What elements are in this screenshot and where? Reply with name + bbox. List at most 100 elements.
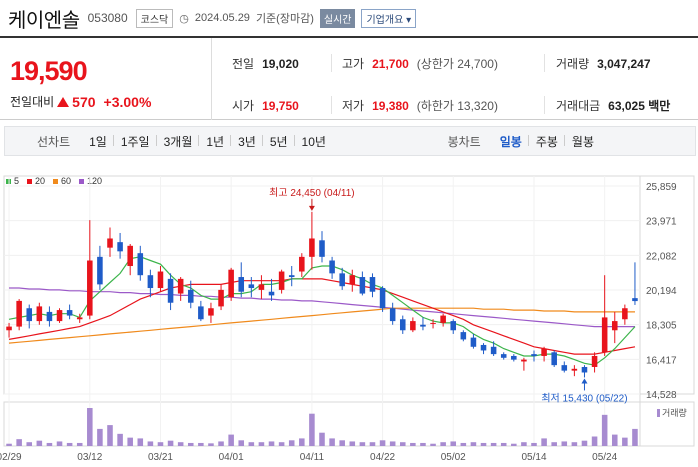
ma60-line xyxy=(8,307,635,344)
y-tick-label: 14,528 xyxy=(646,390,677,401)
chart-toolbar: 선차트 1일 1주일 3개월 1년 3년 5년 10년 봉차트 일봉 주봉 월봉 xyxy=(4,126,696,156)
volume-bar xyxy=(359,442,366,446)
y-tick-label: 20,194 xyxy=(646,286,677,297)
volume-bar xyxy=(117,433,123,446)
volume-bar xyxy=(26,442,33,446)
volume-bar xyxy=(440,442,446,446)
high-value: 21,700 xyxy=(372,56,409,71)
volume-bar xyxy=(470,442,477,446)
legend-label: 60 xyxy=(61,176,72,186)
candle-body xyxy=(470,337,477,347)
period-3y[interactable]: 3년 xyxy=(231,133,263,150)
high-arrow-head xyxy=(308,205,315,211)
up-triangle-icon xyxy=(57,96,70,107)
y-tick-label: 18,305 xyxy=(646,321,677,332)
candle-body xyxy=(399,319,406,331)
realtime-button[interactable]: 실시간 xyxy=(319,8,356,28)
company-info-dropdown[interactable]: 기업개요 ▾ xyxy=(361,8,417,28)
candle-body xyxy=(611,321,618,331)
legend-swatch xyxy=(79,178,85,184)
low-label: 저가 xyxy=(342,99,365,113)
divider xyxy=(331,54,332,72)
candle-body xyxy=(117,242,123,252)
period-1w[interactable]: 1주일 xyxy=(114,133,157,150)
period-10y[interactable]: 10년 xyxy=(301,134,326,149)
clock-icon: ◷ xyxy=(179,12,189,25)
y-tick-label: 22,082 xyxy=(646,251,677,262)
x-tick-label: 05/24 xyxy=(592,452,617,463)
candle-body xyxy=(137,253,144,276)
legend-ma120: 120 xyxy=(79,176,102,186)
candle-body xyxy=(268,291,275,296)
period-1d[interactable]: 1일 xyxy=(82,133,114,150)
candle-body xyxy=(46,311,53,322)
volume-bar xyxy=(622,437,628,446)
candle-body xyxy=(208,308,214,316)
chevron-down-icon: ▾ xyxy=(406,14,412,26)
volume-bar xyxy=(6,443,12,446)
candle-daily[interactable]: 일봉 xyxy=(493,133,529,150)
volume-bar xyxy=(177,442,184,446)
candle-weekly[interactable]: 주봉 xyxy=(529,133,566,150)
volume-bar xyxy=(460,442,467,446)
volume-cell: 거래량 3,047,247 xyxy=(556,55,651,72)
volume-label: 거래량 xyxy=(556,57,590,71)
candle-body xyxy=(288,275,295,278)
candle-body xyxy=(56,310,63,322)
volume-label: 거래량 xyxy=(662,407,687,418)
candle-body xyxy=(581,366,588,373)
volume-swatch xyxy=(657,409,660,417)
period-1y[interactable]: 1년 xyxy=(199,133,231,150)
candle-body xyxy=(299,256,305,272)
volume-bar xyxy=(319,432,325,446)
legend-swatch xyxy=(53,178,59,184)
high-cell: 고가 21,700 (상한가 24,700) xyxy=(342,55,498,72)
high-annotation: 최고 24,450 (04/11) xyxy=(269,187,355,199)
low-value: 19,380 xyxy=(372,98,409,113)
volume-bar xyxy=(268,441,275,446)
legend-ma5: 5 xyxy=(6,176,19,186)
legend-swatch xyxy=(27,178,33,184)
candle-body xyxy=(66,310,73,316)
volume-frame xyxy=(3,401,695,447)
x-tick-label: 04/11 xyxy=(300,452,325,463)
candle-body xyxy=(601,317,608,353)
volume-bar xyxy=(127,437,133,446)
candle-body xyxy=(632,298,638,302)
line-chart-label: 선차트 xyxy=(37,134,71,149)
candle-body xyxy=(167,278,174,303)
candle-body xyxy=(511,355,517,360)
candle-monthly[interactable]: 월봉 xyxy=(571,134,594,149)
x-tick-label: 05/14 xyxy=(521,452,546,463)
base-date: 2024.05.29 xyxy=(194,12,250,24)
prev-close-label: 전일 xyxy=(232,57,255,71)
legend-label: 20 xyxy=(35,176,46,186)
divider xyxy=(544,96,545,114)
candle-chart-label: 봉차트 xyxy=(447,134,481,149)
candle-body xyxy=(349,275,356,285)
candle-body xyxy=(26,308,33,322)
volume-bar xyxy=(198,442,204,446)
volume-bar xyxy=(238,440,245,446)
volume-bar xyxy=(147,441,154,446)
volume-bar xyxy=(288,440,295,446)
candle-body xyxy=(480,344,487,351)
period-3m[interactable]: 3개월 xyxy=(157,133,200,150)
x-tick-label: 03/21 xyxy=(148,452,173,463)
volume-bar xyxy=(430,443,436,446)
candle-body xyxy=(359,277,366,294)
stock-code: 053080 xyxy=(87,11,128,25)
change-amount: 570 xyxy=(72,93,96,110)
divider xyxy=(544,54,545,72)
legend-label: 120 xyxy=(87,176,103,186)
divider xyxy=(331,96,332,114)
period-5y[interactable]: 5년 xyxy=(263,133,295,150)
candle-body xyxy=(6,326,12,331)
volume-bar xyxy=(369,442,376,446)
lower-limit: (하한가 13,320) xyxy=(416,99,498,113)
volume-bar xyxy=(299,438,305,446)
candle-body xyxy=(389,308,396,322)
volume-bar xyxy=(107,425,113,446)
volume-bar xyxy=(410,442,416,446)
candle-body xyxy=(379,288,386,309)
